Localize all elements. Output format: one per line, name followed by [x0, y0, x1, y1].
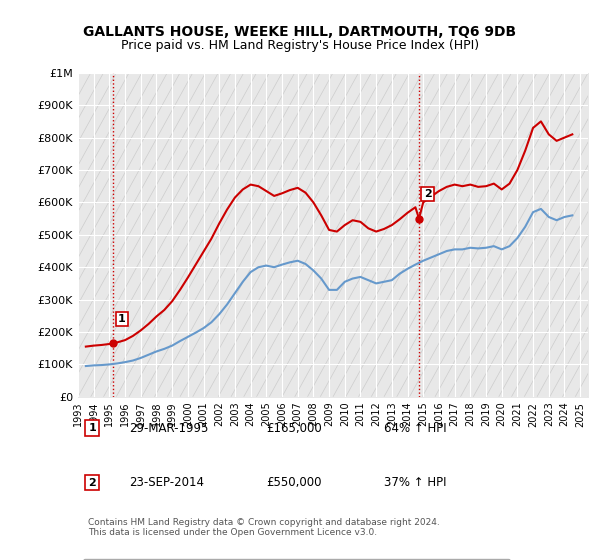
Text: 2: 2 [424, 189, 431, 199]
Text: £550,000: £550,000 [266, 476, 322, 489]
Text: 23-SEP-2014: 23-SEP-2014 [129, 476, 204, 489]
Text: 2: 2 [88, 478, 96, 488]
Text: Contains HM Land Registry data © Crown copyright and database right 2024.
This d: Contains HM Land Registry data © Crown c… [88, 517, 440, 537]
Text: £165,000: £165,000 [266, 422, 322, 435]
Text: 1: 1 [88, 423, 96, 433]
Legend: GALLANTS HOUSE, WEEKE HILL, DARTMOUTH, TQ6 9DB (detached house), HPI: Average pr: GALLANTS HOUSE, WEEKE HILL, DARTMOUTH, T… [83, 559, 509, 560]
Text: 37% ↑ HPI: 37% ↑ HPI [384, 476, 446, 489]
Text: 64% ↑ HPI: 64% ↑ HPI [384, 422, 446, 435]
Text: Price paid vs. HM Land Registry's House Price Index (HPI): Price paid vs. HM Land Registry's House … [121, 39, 479, 52]
Text: 29-MAR-1995: 29-MAR-1995 [129, 422, 208, 435]
Text: 1: 1 [118, 314, 125, 324]
Text: GALLANTS HOUSE, WEEKE HILL, DARTMOUTH, TQ6 9DB: GALLANTS HOUSE, WEEKE HILL, DARTMOUTH, T… [83, 25, 517, 39]
